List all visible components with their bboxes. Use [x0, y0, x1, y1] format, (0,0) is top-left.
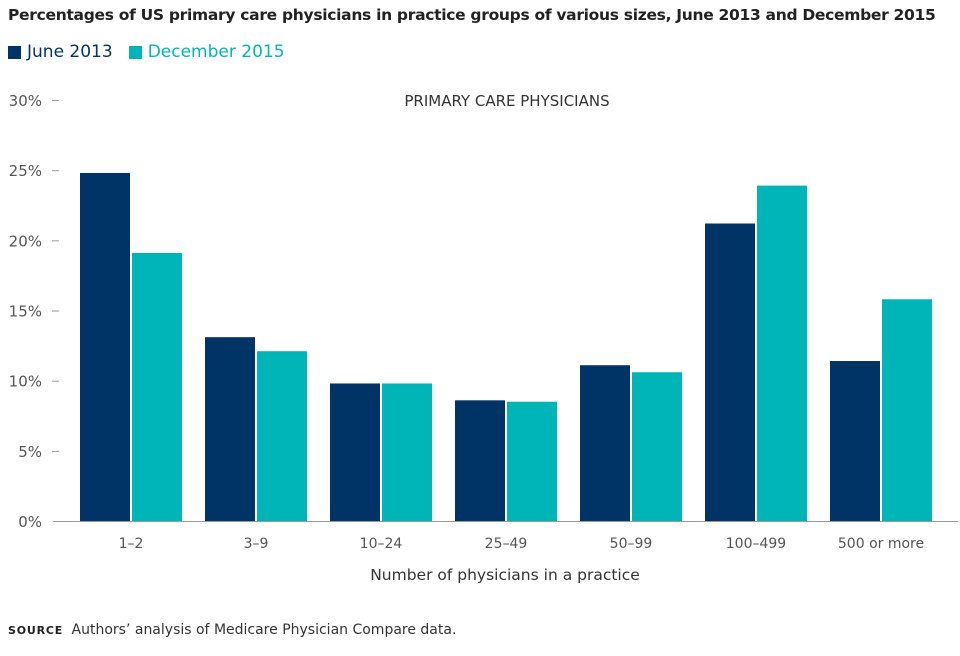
legend-item-december-2015: December 2015	[128, 42, 285, 62]
chart-title: Percentages of US primary care physician…	[8, 6, 936, 24]
legend-label-june-2013: June 2013	[27, 42, 113, 62]
bar-june-2013	[705, 223, 755, 521]
legend-label-december-2015: December 2015	[147, 42, 285, 62]
y-tick-label: 5%	[18, 443, 42, 461]
bar-december-2015	[507, 401, 557, 521]
bar-december-2015	[757, 185, 807, 521]
x-tick-label: 100–499	[726, 536, 786, 552]
x-tick-label: 3–9	[244, 536, 269, 552]
bar-december-2015	[257, 351, 307, 521]
bar-june-2013	[330, 383, 380, 521]
chart-inner-title: PRIMARY CARE PHYSICIANS	[404, 92, 609, 110]
x-tick-label: 500 or more	[838, 536, 924, 552]
source-tag: SOURCE	[8, 624, 64, 637]
bar-june-2013	[455, 400, 505, 521]
y-tick-label: 25%	[9, 162, 42, 180]
bar-december-2015	[132, 252, 182, 522]
source-text: Authors’ analysis of Medicare Physician …	[71, 622, 457, 638]
y-tick-label: 10%	[9, 373, 42, 391]
x-axis-label: Number of physicians in a practice	[370, 566, 640, 584]
x-tick-label: 1–2	[119, 536, 144, 552]
legend-swatch-december-2015	[128, 45, 142, 59]
bar-june-2013	[580, 365, 630, 521]
bar-june-2013	[205, 337, 255, 521]
x-tick-label: 50–99	[610, 536, 653, 552]
bar-december-2015	[882, 299, 932, 521]
bar-december-2015	[632, 372, 682, 521]
x-tick-label: 25–49	[485, 536, 528, 552]
y-tick-label: 30%	[9, 92, 42, 110]
legend: June 2013 December 2015	[8, 42, 301, 62]
y-tick-label: 20%	[9, 232, 42, 250]
bar-december-2015	[382, 383, 432, 521]
x-axis: 1–2 3–9 10–24 25–49 50–99 100–499 500 or more	[119, 536, 925, 552]
bar-june-2013	[830, 361, 880, 521]
y-axis: 0% 5% 10% 15% 20% 25% 30%	[9, 92, 59, 531]
bar-june-2013	[80, 172, 130, 521]
x-tick-label: 10–24	[360, 536, 403, 552]
bars	[80, 172, 932, 522]
y-tick-label: 0%	[18, 513, 42, 531]
legend-item-june-2013: June 2013	[8, 42, 113, 62]
legend-swatch-june-2013	[8, 45, 21, 59]
source-note: SOURCE Authors’ analysis of Medicare Phy…	[8, 622, 456, 638]
y-tick-label: 15%	[9, 303, 42, 321]
